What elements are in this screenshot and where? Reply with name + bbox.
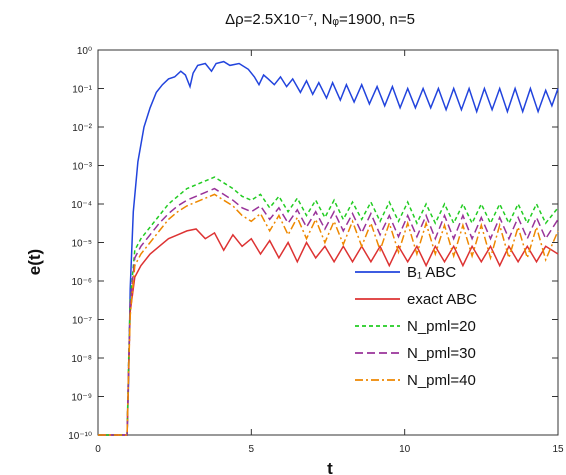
y-tick-label: 10⁻²: [72, 123, 92, 134]
y-tick-label: 10⁰: [77, 46, 92, 57]
y-tick-label: 10⁻⁶: [71, 277, 92, 288]
y-axis-label: e(t): [25, 249, 44, 275]
series-line-0: [98, 60, 559, 436]
legend-label-3: N_pml=30: [407, 345, 476, 362]
legend-label-2: N_pml=20: [407, 318, 476, 335]
x-axis-label: t: [327, 459, 333, 475]
x-tick-label: 5: [249, 444, 255, 455]
series-line-2: [98, 176, 559, 436]
plot-area-frame: [97, 49, 559, 436]
y-tick-label: 10⁻⁸: [71, 354, 92, 365]
y-tick-label: 10⁻¹: [72, 85, 92, 96]
series-line-4: [98, 193, 559, 436]
legend: B₁ ABC exact ABC N_pml=20 N_pml=30 N_pml=40: [355, 264, 477, 389]
legend-label-4: N_pml=40: [407, 372, 476, 389]
legend-label-1: exact ABC: [407, 291, 477, 308]
x-tick-label: 10: [399, 444, 411, 455]
y-tick-label: 10⁻¹⁰: [68, 431, 92, 442]
y-tick-label: 10⁻⁴: [71, 200, 92, 211]
chart-title: Δρ=2.5X10⁻⁷, Nᵩ=1900, n=5: [225, 11, 415, 28]
legend-label-0: B₁ ABC: [407, 264, 456, 281]
y-tick-label: 10⁻⁹: [71, 393, 92, 404]
y-tick-label: 10⁻⁷: [72, 316, 92, 327]
series-line-3: [98, 187, 559, 436]
x-tick-label: 0: [95, 444, 101, 455]
x-tick-label: 15: [552, 444, 564, 455]
series-line-1: [98, 228, 559, 436]
y-tick-label: 10⁻⁵: [71, 239, 92, 250]
y-tick-label: 10⁻³: [72, 162, 92, 173]
